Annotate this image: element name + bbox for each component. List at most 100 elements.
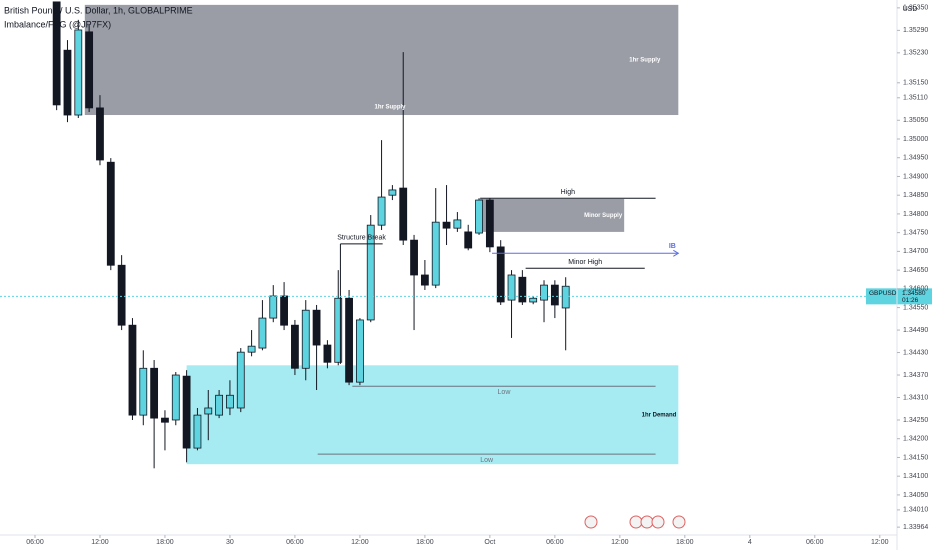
y-tick-label: 1.34750 <box>903 230 928 237</box>
candle-body <box>475 199 483 234</box>
y-tick-label: 1.34050 <box>903 492 928 499</box>
y-tick-label: 1.34850 <box>903 192 928 199</box>
candle-body <box>507 274 516 301</box>
candle-body <box>236 351 245 409</box>
level-label: Low <box>498 389 512 396</box>
candle-body <box>356 319 364 383</box>
event-icon <box>672 515 686 529</box>
chart-title: British Pound / U.S. Dollar, 1h, GLOBALP… <box>4 5 193 15</box>
candle-body <box>139 367 148 416</box>
event-icons <box>584 515 686 529</box>
candle-body <box>280 295 288 326</box>
candle-body <box>52 1 61 106</box>
candle-body <box>442 221 451 229</box>
symbol-label: GBPUSD <box>869 290 897 297</box>
y-tick-label: 1.35110 <box>903 95 928 102</box>
event-icon <box>640 515 654 529</box>
countdown-label: 01:26 <box>902 297 919 304</box>
x-tick-label: 30 <box>226 539 234 546</box>
level-label: High <box>561 189 576 196</box>
candles <box>52 1 570 469</box>
candle-body <box>518 276 527 303</box>
y-tick-label: 1.34800 <box>903 211 928 218</box>
candle-body <box>366 224 375 321</box>
candle-body <box>561 285 570 309</box>
zones <box>84 4 679 465</box>
x-tick-label: 06:00 <box>806 539 824 546</box>
y-tick-label: 1.34430 <box>903 349 928 356</box>
y-tick-label: 1.34100 <box>903 473 928 480</box>
candle-body <box>529 297 538 303</box>
zone <box>186 365 679 465</box>
candle-body <box>399 187 408 241</box>
candle-body <box>323 344 332 363</box>
candle-body <box>345 297 353 383</box>
y-tick-label: 1.35050 <box>903 117 928 124</box>
y-tick-label: 1.34900 <box>903 173 928 180</box>
level-label: IB <box>669 243 676 250</box>
y-tick-label: 1.34150 <box>903 454 928 461</box>
candle-body <box>453 219 462 229</box>
y-tick-label: 1.35290 <box>903 27 928 34</box>
y-tick-label: 1.33964 <box>903 524 928 531</box>
indicator-name: Imbalance/FVG (@JP7FX) <box>4 19 111 29</box>
candle-body <box>301 309 310 369</box>
x-tick-label: 12:00 <box>611 539 629 546</box>
candle-body <box>226 394 234 409</box>
x-tick-label: 18:00 <box>676 539 694 546</box>
x-tick-label: 06:00 <box>26 539 44 546</box>
x-tick-label: 12:00 <box>91 539 109 546</box>
y-tick-label: 1.34010 <box>903 507 928 514</box>
candle-body <box>193 414 202 449</box>
candle-body <box>171 374 180 421</box>
candle-body <box>247 345 256 353</box>
candle-body <box>496 246 505 303</box>
x-tick-label: 18:00 <box>156 539 174 546</box>
candle-body <box>540 284 548 301</box>
candle-body <box>312 309 321 346</box>
y-tick-label: 1.34600 <box>903 286 928 293</box>
candle-body <box>128 324 137 416</box>
candle-body <box>377 196 386 226</box>
candle-body <box>74 29 83 116</box>
candle-body <box>485 199 494 248</box>
candle-body <box>420 274 429 286</box>
candle-body <box>258 317 267 349</box>
candle-body <box>291 324 299 369</box>
y-tick-label: 1.35000 <box>903 136 928 143</box>
event-icon <box>584 515 598 529</box>
y-tick-label: 1.34550 <box>903 304 928 311</box>
y-tick-label: 1.35150 <box>903 80 928 87</box>
candle-body <box>215 394 224 416</box>
level-label: Minor High <box>568 259 602 266</box>
zone <box>480 198 625 232</box>
y-tick-label: 1.34370 <box>903 372 928 379</box>
candle-body <box>334 297 343 363</box>
candle-body <box>269 295 278 319</box>
level-label: Structure Break <box>337 235 386 242</box>
y-tick-label: 1.34310 <box>903 394 928 401</box>
y-tick-label: 1.35230 <box>903 50 928 57</box>
x-tick-label: 18:00 <box>416 539 434 546</box>
y-tick-label: 1.34700 <box>903 248 928 255</box>
candle-body <box>117 264 126 326</box>
zone-label: 1hr Demand <box>642 412 677 418</box>
x-tick-label: 12:00 <box>351 539 369 546</box>
candle-body <box>204 407 213 415</box>
candle-body <box>182 375 191 449</box>
y-tick-label: 1.34650 <box>903 267 928 274</box>
x-tick-label: 12:00 <box>871 539 889 546</box>
zone-label: Minor Supply <box>584 213 623 219</box>
currency-label: USD <box>903 6 918 13</box>
level-label: Low <box>480 457 494 464</box>
y-tick-label: 1.35350 <box>903 5 928 12</box>
arrow-head <box>673 249 680 257</box>
y-tick-label: 1.34200 <box>903 436 928 443</box>
y-tick-label: 1.34250 <box>903 417 928 424</box>
event-icon <box>651 515 665 529</box>
y-tick-label: 1.34490 <box>903 327 928 334</box>
candle-body <box>63 49 72 116</box>
y-tick-label: 1.34950 <box>903 155 928 162</box>
last-price-label: 1.34580 <box>902 290 926 297</box>
